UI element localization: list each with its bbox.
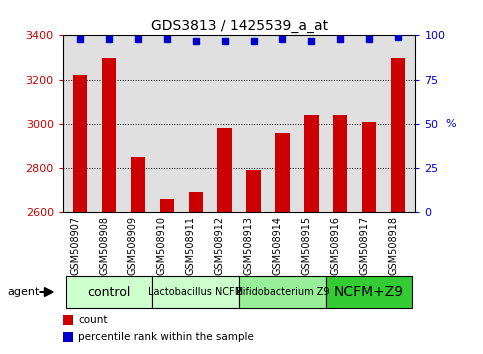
Text: percentile rank within the sample: percentile rank within the sample	[78, 332, 254, 342]
Bar	[275, 133, 290, 212]
Text: GSM508911: GSM508911	[186, 216, 196, 275]
Bar	[217, 128, 232, 212]
Text: NCFM+Z9: NCFM+Z9	[334, 285, 404, 299]
Text: control: control	[87, 286, 131, 298]
Text: GSM508908: GSM508908	[99, 216, 109, 275]
Text: GSM508916: GSM508916	[330, 216, 340, 275]
Bar	[304, 115, 319, 212]
Text: GSM508915: GSM508915	[301, 216, 312, 275]
Bar	[246, 170, 261, 212]
Text: GSM508912: GSM508912	[214, 216, 225, 275]
Bar	[102, 57, 116, 212]
Text: GSM508907: GSM508907	[70, 216, 80, 275]
Text: GSM508914: GSM508914	[272, 216, 283, 275]
Bar	[159, 199, 174, 212]
Text: GSM508913: GSM508913	[243, 216, 254, 275]
Bar	[391, 57, 405, 212]
Text: agent: agent	[7, 287, 40, 297]
Bar	[73, 75, 87, 212]
Text: count: count	[78, 315, 108, 325]
Text: GSM508917: GSM508917	[359, 216, 369, 275]
Bar	[362, 122, 376, 212]
Text: Bifidobacterium Z9: Bifidobacterium Z9	[236, 287, 329, 297]
Text: Lactobacillus NCFM: Lactobacillus NCFM	[148, 287, 243, 297]
Text: GSM508918: GSM508918	[388, 216, 398, 275]
Text: GSM508910: GSM508910	[157, 216, 167, 275]
Y-axis label: %: %	[446, 119, 456, 129]
Title: GDS3813 / 1425539_a_at: GDS3813 / 1425539_a_at	[151, 19, 327, 33]
Bar	[188, 193, 203, 212]
Bar	[131, 157, 145, 212]
Bar	[333, 115, 347, 212]
Text: GSM508909: GSM508909	[128, 216, 138, 275]
